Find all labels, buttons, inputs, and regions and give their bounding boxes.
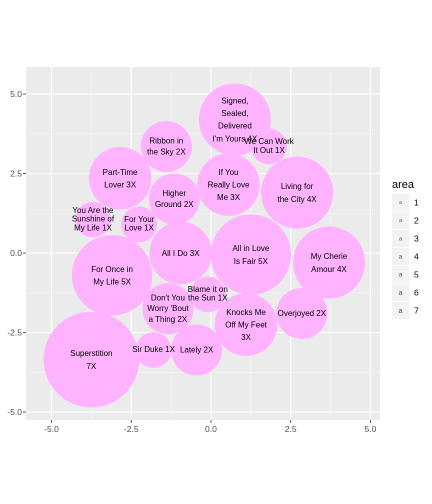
legend-title: area bbox=[392, 179, 415, 191]
bubble bbox=[261, 156, 334, 229]
y-tick-label: 5.0 bbox=[10, 89, 22, 99]
bubble-label: Higher Ground 2X bbox=[155, 189, 194, 209]
legend-label: 1 bbox=[414, 198, 419, 208]
legend-label: 2 bbox=[414, 216, 419, 226]
bubble bbox=[135, 332, 172, 368]
bubble bbox=[140, 120, 192, 173]
x-axis-ticks: -5.0 -2.5 0.0 2.5 5.0 bbox=[44, 420, 377, 434]
bubble bbox=[189, 276, 226, 313]
bubble-label: Don't You Worry 'Bout a Thing 2X bbox=[147, 293, 189, 324]
bubble-label: You Are the Sunshine of My Life 1X bbox=[72, 206, 115, 232]
x-tick-label: -2.5 bbox=[124, 424, 139, 434]
x-tick-label: -5.0 bbox=[44, 424, 59, 434]
legend-label: 4 bbox=[414, 252, 419, 262]
legend-key bbox=[392, 266, 409, 283]
legend-key bbox=[392, 230, 409, 247]
bubble-label: All in Love Is Fair 5X bbox=[232, 244, 269, 266]
bubble-label: Sir Duke 1X bbox=[132, 345, 175, 354]
legend-key bbox=[392, 212, 409, 229]
bubble bbox=[292, 226, 366, 299]
legend-key bbox=[392, 284, 409, 301]
legend-key bbox=[392, 302, 409, 319]
legend-key-symbol: a bbox=[399, 272, 403, 279]
bubble-label: If You Really Love Me 3X bbox=[208, 168, 250, 202]
bubble bbox=[148, 173, 200, 225]
bubble-label: Knocks Me Off My Feet 3X bbox=[225, 308, 267, 342]
bubble bbox=[71, 235, 153, 316]
y-tick-label: -5.0 bbox=[7, 407, 22, 417]
bubble-label: Overjoyed 2X bbox=[278, 309, 327, 318]
bubble bbox=[198, 83, 271, 156]
legend-key-symbol: a bbox=[398, 288, 403, 297]
bubble bbox=[171, 324, 223, 376]
y-tick-label: -2.5 bbox=[7, 328, 22, 338]
bubble-label: For Once in My Life 5X bbox=[91, 265, 133, 287]
bubble bbox=[43, 311, 140, 408]
bubble bbox=[142, 283, 194, 335]
bubble-label: Part-Time Lover 3X bbox=[103, 168, 138, 190]
bubble-label: Ribbon in the Sky 2X bbox=[147, 137, 186, 157]
x-tick-label: 2.5 bbox=[285, 424, 297, 434]
legend-label: 6 bbox=[414, 288, 419, 298]
bubble bbox=[251, 128, 287, 165]
bubble bbox=[88, 147, 152, 210]
legend-key bbox=[392, 194, 409, 211]
x-tick-label: 5.0 bbox=[365, 424, 377, 434]
bubble-label: We Can Work It Out 1X bbox=[244, 137, 294, 155]
bubble-label: For Your Love 1X bbox=[124, 215, 155, 233]
bubble bbox=[75, 201, 111, 238]
bubble-label: Blame it on the Sun 1X bbox=[188, 285, 228, 303]
bubbles bbox=[43, 83, 366, 408]
bubble-label: Lately 2X bbox=[180, 345, 214, 354]
bubble bbox=[214, 293, 278, 356]
x-tick-label: 0.0 bbox=[205, 424, 217, 434]
legend-label: 5 bbox=[414, 270, 419, 280]
legend-label: 7 bbox=[414, 306, 419, 316]
legend-key bbox=[392, 248, 409, 265]
bubble bbox=[197, 153, 260, 216]
bubble-label: Living for the City 4X bbox=[278, 182, 318, 204]
legend-key-symbol: a bbox=[399, 218, 403, 224]
y-tick-label: 2.5 bbox=[10, 169, 22, 179]
y-axis-ticks: -5.0 -2.5 0.0 2.5 5.0 bbox=[7, 89, 26, 417]
y-tick-label: 0.0 bbox=[10, 248, 22, 258]
legend-key-symbol: a bbox=[399, 200, 402, 206]
legend-key-symbol: a bbox=[398, 306, 403, 315]
bubble-label: My Cherie Amour 4X bbox=[311, 252, 348, 274]
bubble bbox=[149, 221, 212, 285]
bubble bbox=[121, 206, 158, 243]
legend-key-symbol: a bbox=[399, 236, 403, 242]
bubble bbox=[276, 287, 328, 339]
legend: area a 1 a 2 a 3 a 4 a 5 a 6 a 7 bbox=[392, 179, 419, 319]
bubble-label: Superstition 7X bbox=[70, 349, 112, 371]
bubble bbox=[210, 214, 292, 295]
bubble-label: All I Do 3X bbox=[162, 249, 200, 258]
legend-label: 3 bbox=[414, 234, 419, 244]
bubble-label: Signed, Sealed, Delivered I'm Yours 4X bbox=[213, 96, 258, 143]
legend-key-symbol: a bbox=[399, 254, 403, 261]
